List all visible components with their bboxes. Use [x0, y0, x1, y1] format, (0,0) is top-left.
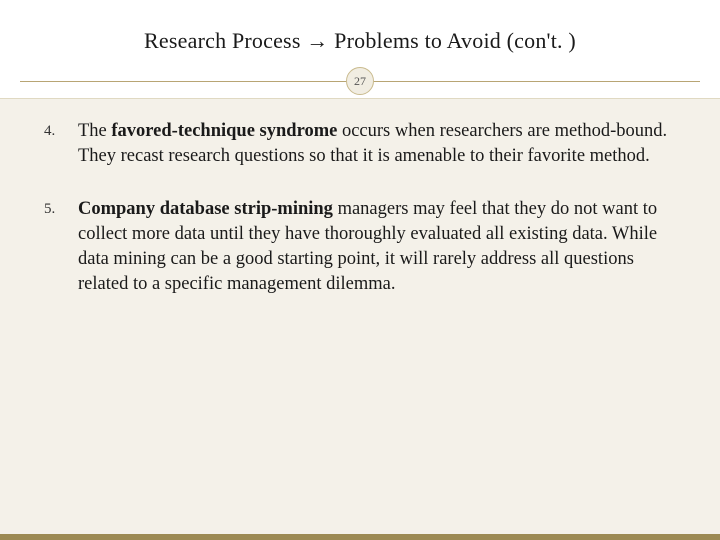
page-number: 27 [354, 74, 366, 89]
content-area: The favored-technique syndrome occurs wh… [0, 98, 720, 540]
item-bold-term: Company database strip-mining [78, 199, 333, 219]
title-area: Research Process → Problems to Avoid (co… [0, 0, 720, 54]
divider: 27 [0, 64, 720, 98]
item-bold-term: favored-technique syndrome [111, 121, 337, 141]
slide: Research Process → Problems to Avoid (co… [0, 0, 720, 540]
list-item: The favored-technique syndrome occurs wh… [44, 119, 676, 169]
item-prefix: The [78, 121, 111, 141]
list-item: Company database strip-mining managers m… [44, 197, 676, 297]
page-number-badge: 27 [346, 67, 374, 95]
slide-title: Research Process → Problems to Avoid (co… [40, 28, 680, 54]
numbered-list: The favored-technique syndrome occurs wh… [44, 119, 676, 297]
